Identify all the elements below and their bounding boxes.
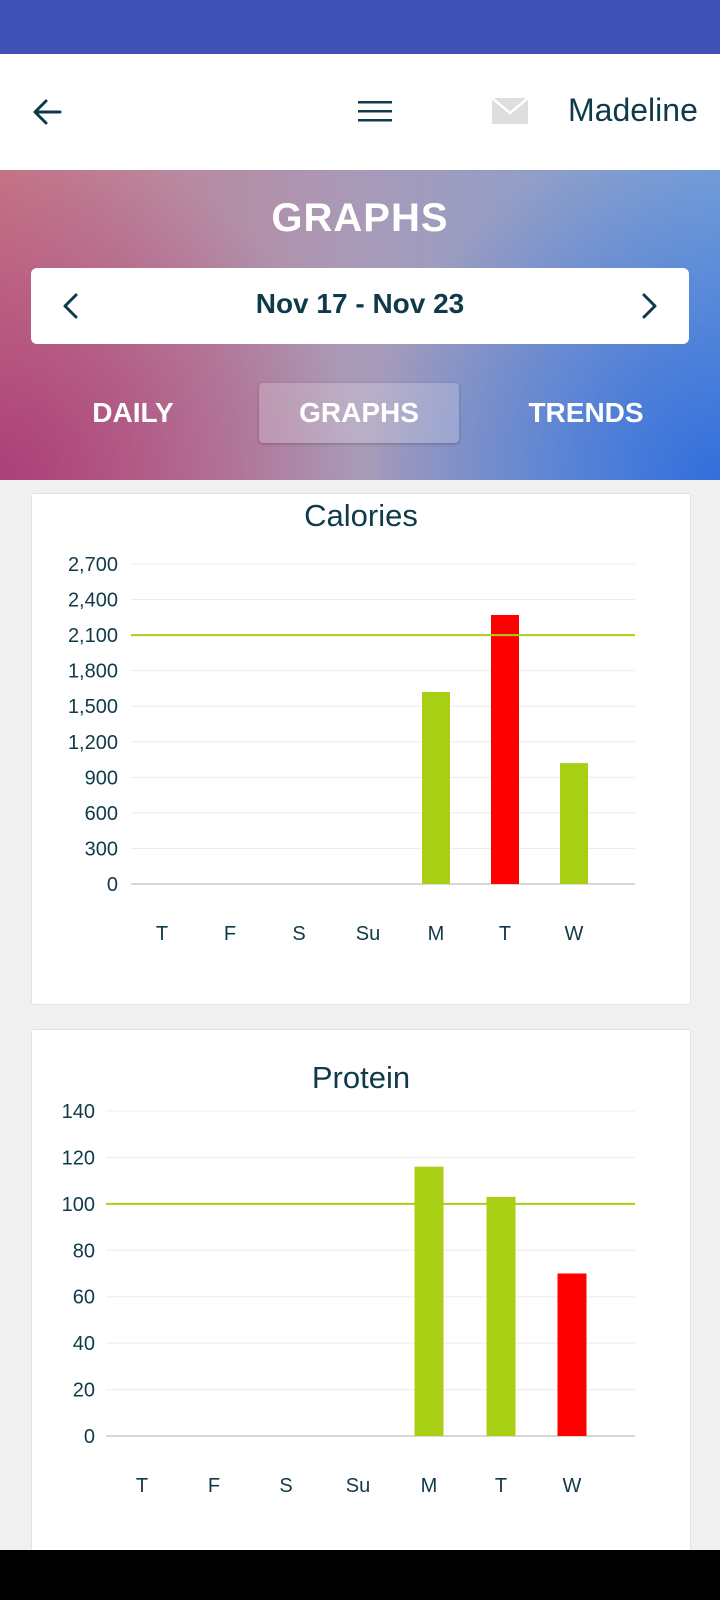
y-tick-label: 1,200: [68, 732, 118, 754]
y-tick-label: 600: [85, 803, 118, 825]
x-tick-label: T: [136, 1475, 148, 1497]
system-navigation-bar: [0, 1550, 720, 1600]
x-tick-label: S: [279, 1475, 292, 1497]
y-tick-label: 1,500: [68, 696, 118, 718]
y-tick-label: 0: [107, 874, 118, 896]
x-tick-label: W: [563, 1475, 582, 1497]
bar: [491, 614, 519, 884]
y-tick-label: 100: [62, 1194, 95, 1216]
x-tick-label: M: [421, 1475, 438, 1497]
hamburger-menu-icon[interactable]: [355, 94, 395, 130]
x-tick-label: Su: [346, 1475, 370, 1497]
y-tick-label: 2,100: [68, 625, 118, 647]
user-name[interactable]: Madeline: [568, 92, 698, 128]
date-range-selector: Nov 17 - Nov 23: [31, 268, 689, 344]
arrow-left-icon[interactable]: [30, 92, 70, 132]
calories-chart: 0 300 600 900 1,200 1,500 1,800 2,100 2,400 2,700…: [68, 554, 635, 945]
y-tick-label: 900: [85, 767, 118, 789]
y-tick-label: 2,400: [68, 590, 118, 612]
x-tick-label: Su: [356, 923, 380, 945]
x-tick-label: F: [224, 923, 236, 945]
graphs-header: GRAPHS Nov 17 - Nov 23 DAILY GRAPHS TREN…: [0, 170, 720, 480]
y-tick-label: 0: [84, 1426, 95, 1448]
x-tick-label: W: [565, 923, 584, 945]
tab-daily[interactable]: DAILY: [92, 397, 174, 428]
y-tick-label: 300: [85, 838, 118, 860]
bar: [422, 692, 450, 884]
date-range-label: Nov 17 - Nov 23: [255, 288, 465, 319]
bar: [486, 1196, 516, 1436]
tab-trends[interactable]: TRENDS: [528, 397, 644, 428]
envelope-icon[interactable]: [490, 94, 530, 128]
protein-chart-card: Protein 0 20 40 60 80 100 120 140 T F S Su M T W: [31, 1029, 691, 1571]
bar: [414, 1166, 444, 1436]
calories-chart-card: Calories 0 300 600 900 1,200 1,500 1,800 2,100 2…: [31, 493, 691, 1005]
y-tick-label: 120: [62, 1147, 95, 1169]
page-title: GRAPHS: [271, 196, 449, 240]
y-tick-label: 2,700: [68, 554, 118, 576]
status-bar: [0, 0, 720, 54]
x-tick-label: F: [208, 1475, 220, 1497]
y-tick-label: 20: [73, 1380, 95, 1402]
chevron-left-icon[interactable]: [51, 286, 91, 326]
x-tick-label: T: [156, 923, 168, 945]
protein-chart: 0 20 40 60 80 100 120 140 T F S Su M T W: [62, 1101, 635, 1497]
y-tick-label: 40: [73, 1333, 95, 1355]
x-tick-label: S: [292, 923, 305, 945]
bar: [557, 1273, 587, 1436]
y-tick-label: 60: [73, 1287, 95, 1309]
y-tick-label: 1,800: [68, 661, 118, 683]
y-tick-label: 80: [73, 1240, 95, 1262]
top-app-bar: Madeline: [0, 54, 720, 170]
chart-title: Calories: [304, 498, 418, 533]
tab-graphs[interactable]: GRAPHS: [259, 383, 459, 443]
x-tick-label: T: [495, 1475, 507, 1497]
bar: [560, 763, 588, 884]
x-tick-label: T: [499, 923, 511, 945]
x-tick-label: M: [428, 923, 445, 945]
chart-title: Protein: [311, 1060, 411, 1095]
chevron-right-icon[interactable]: [629, 286, 669, 326]
y-tick-label: 140: [62, 1101, 95, 1123]
